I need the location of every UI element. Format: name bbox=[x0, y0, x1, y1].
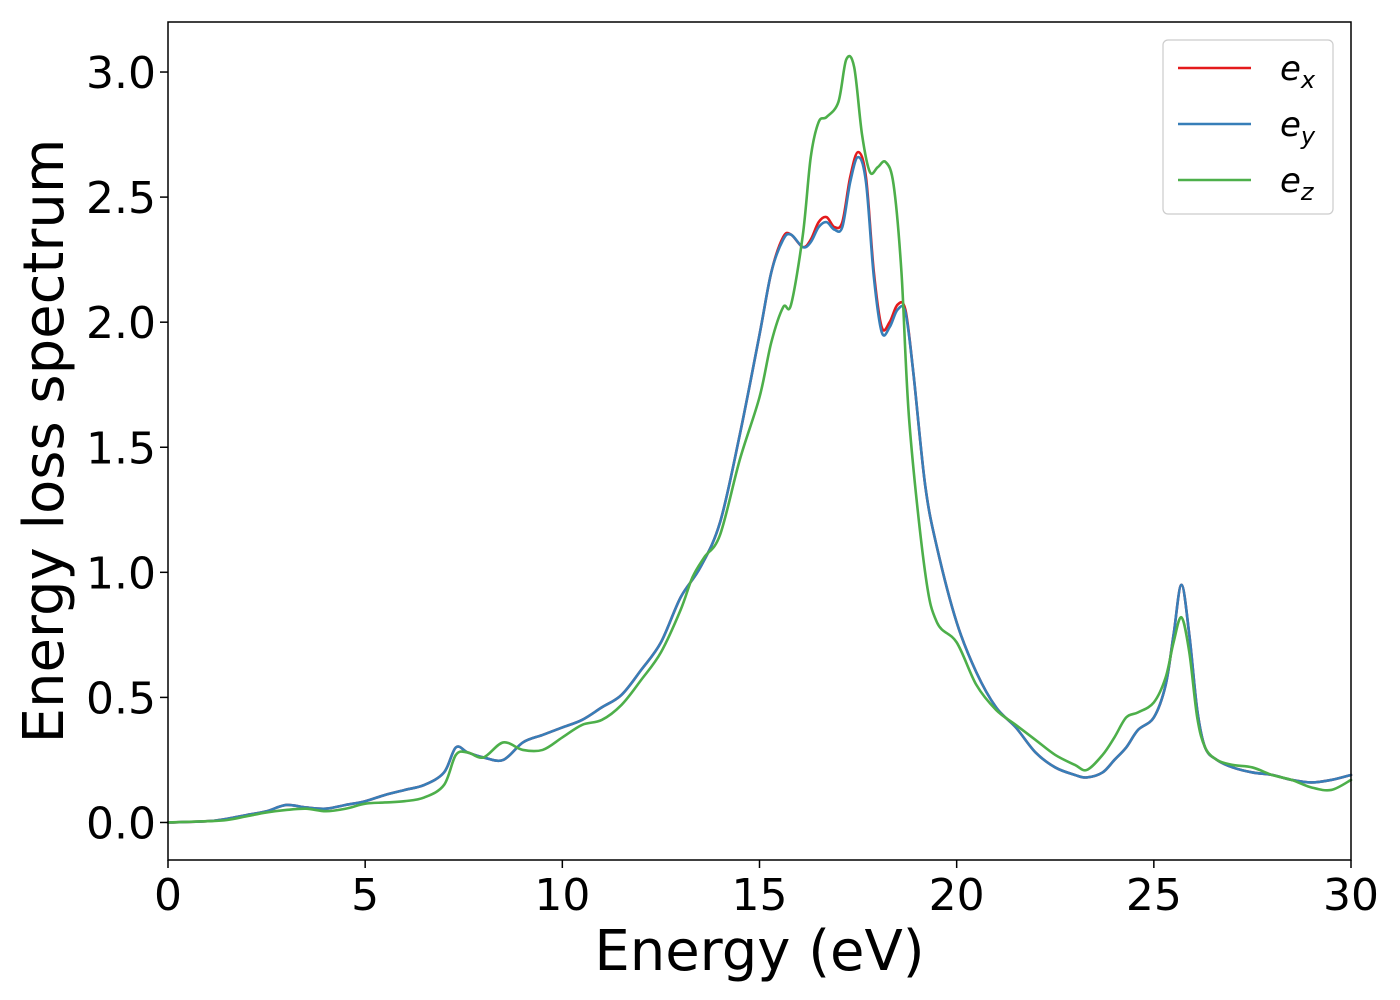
series-layer bbox=[166, 54, 1353, 824]
x-tick-label: 20 bbox=[929, 870, 985, 921]
legend-label-subscript: x bbox=[1300, 66, 1316, 94]
x-tick-label: 0 bbox=[154, 870, 182, 921]
x-axis-label: Energy (eV) bbox=[594, 919, 924, 984]
legend-label-z: ez bbox=[1280, 161, 1315, 206]
x-tick-label: 5 bbox=[351, 870, 379, 921]
y-tick-label: 3.0 bbox=[86, 48, 156, 99]
legend-label-x: ex bbox=[1280, 49, 1316, 94]
y-tick-label: 0.5 bbox=[86, 673, 156, 724]
y-tick-label: 2.0 bbox=[86, 298, 156, 349]
legend-label-subscript: y bbox=[1300, 122, 1316, 150]
legend-box bbox=[1162, 39, 1334, 215]
x-tick-label: 30 bbox=[1323, 870, 1379, 921]
y-axis-label: Energy loss spectrum bbox=[12, 139, 77, 744]
y-tick-label: 2.5 bbox=[86, 173, 156, 224]
legend-label-y: ey bbox=[1280, 105, 1316, 150]
x-tick-label: 10 bbox=[534, 870, 590, 921]
series-line-z bbox=[166, 54, 1353, 824]
series-line-x bbox=[166, 150, 1353, 824]
x-tick-label: 15 bbox=[732, 870, 788, 921]
legend-label-base: e bbox=[1280, 105, 1301, 145]
y-tick-label: 1.5 bbox=[86, 423, 156, 474]
y-tick-label: 0.0 bbox=[86, 798, 156, 849]
y-axis-ticks: 0.0 0.5 1.0 1.5 2.0 2.5 3.0 bbox=[86, 48, 168, 849]
y-tick-label: 1.0 bbox=[86, 548, 156, 599]
series-line-y bbox=[166, 155, 1353, 824]
legend-label-subscript: z bbox=[1300, 178, 1315, 206]
x-axis-ticks: 0 5 10 15 20 25 30 bbox=[154, 860, 1379, 921]
legend-label-base: e bbox=[1280, 161, 1301, 201]
x-tick-label: 25 bbox=[1126, 870, 1182, 921]
legend-label-base: e bbox=[1280, 49, 1301, 89]
